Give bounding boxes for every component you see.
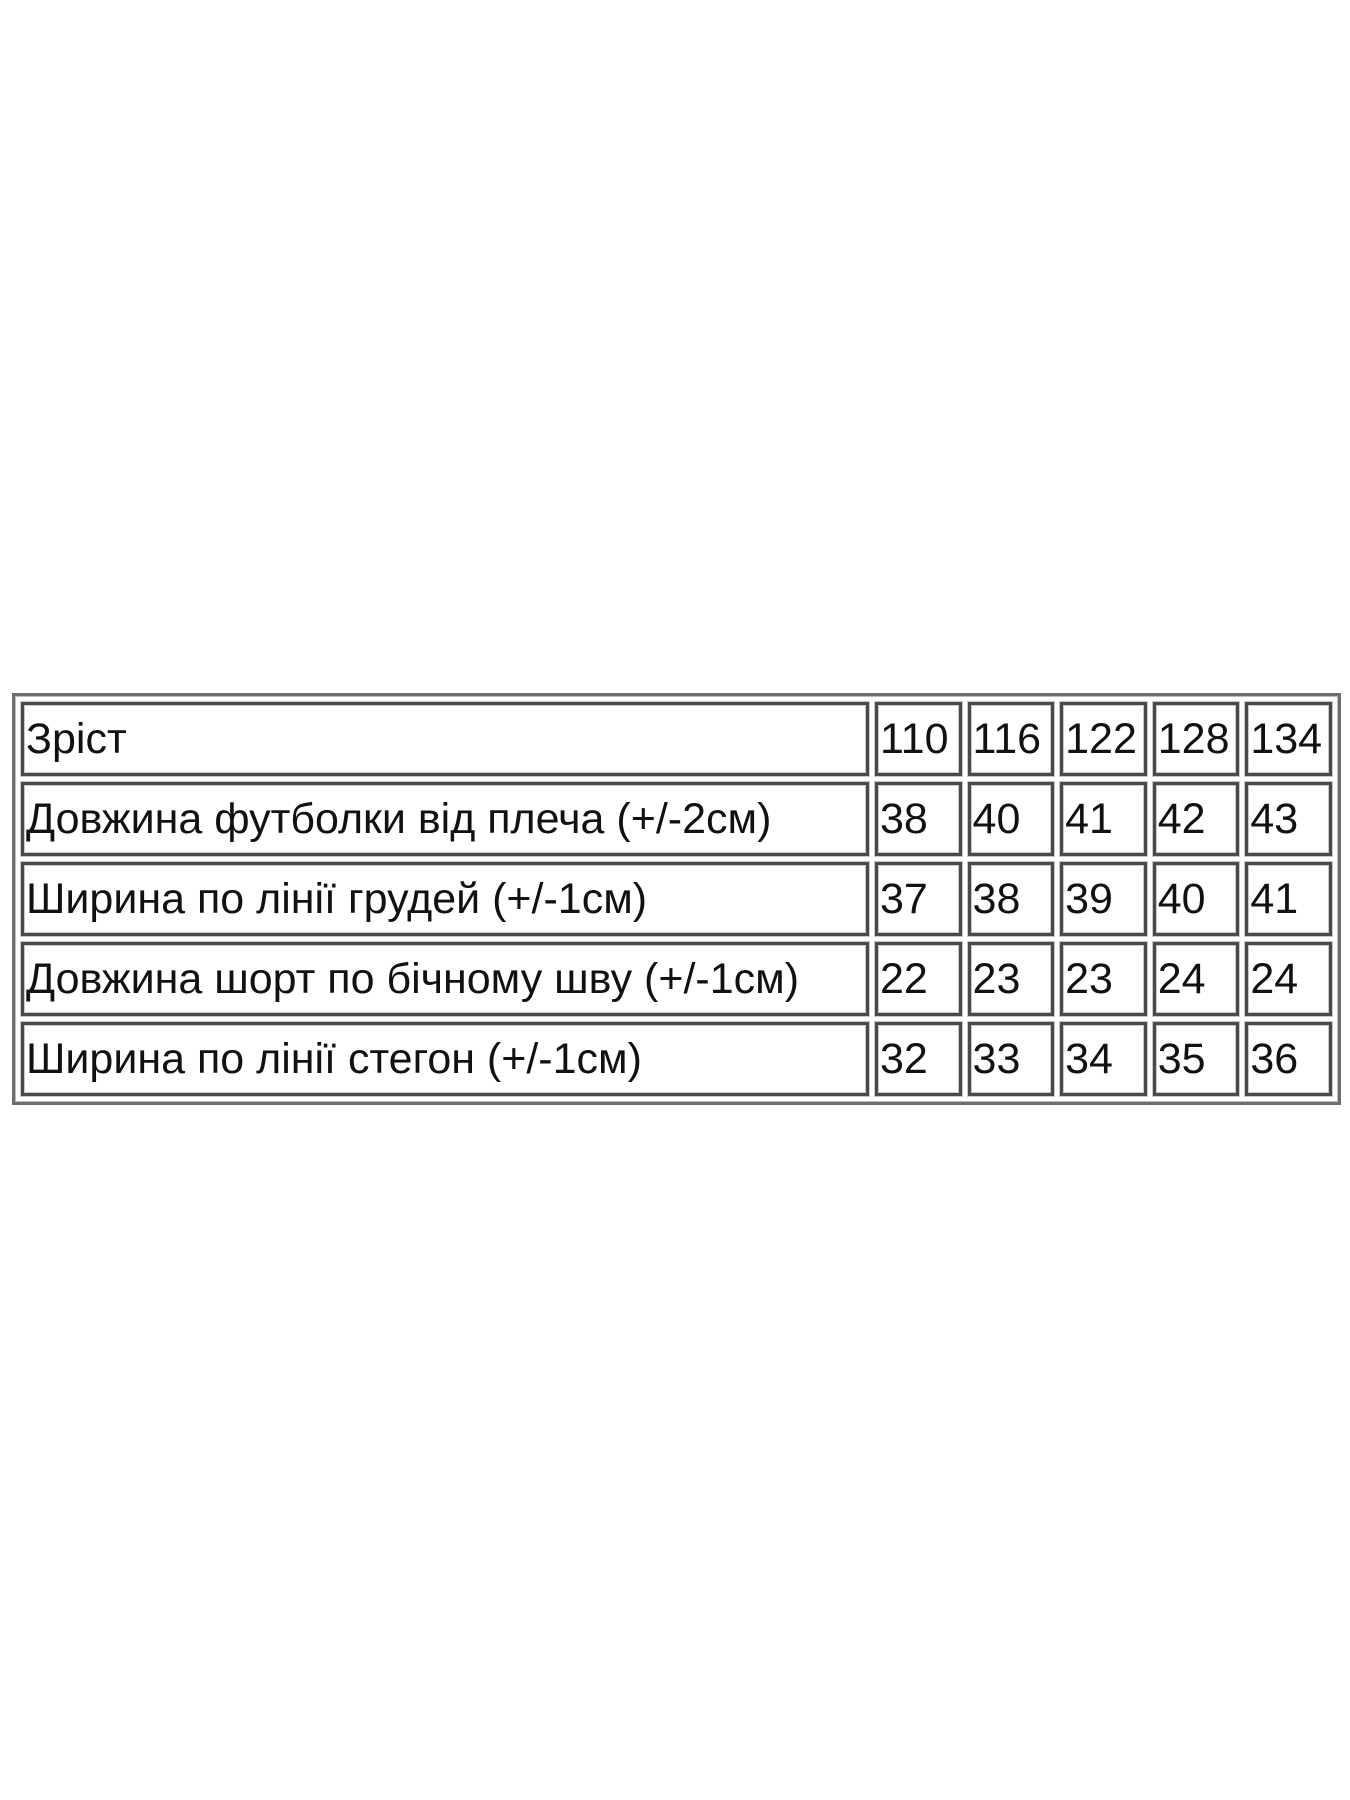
value-cell: 35: [1152, 1022, 1240, 1096]
row-label: Ширина по лінії грудей (+/-1см): [21, 862, 869, 936]
value-cell: 34: [1060, 1022, 1147, 1096]
value-cell: 41: [1245, 862, 1332, 936]
value-cell: 22: [874, 942, 962, 1016]
size-cell: 128: [1152, 702, 1240, 776]
value-cell: 24: [1245, 942, 1332, 1016]
value-cell: 33: [967, 1022, 1055, 1096]
size-cell: 116: [967, 702, 1055, 776]
row-label: Ширина по лінії стегон (+/-1см): [21, 1022, 869, 1096]
row-label: Довжина футболки від плеча (+/-2см): [21, 782, 869, 856]
table-row-height: Зріст 110 116 122 128 134: [21, 702, 1332, 776]
table-row: Довжина футболки від плеча (+/-2см) 38 4…: [21, 782, 1332, 856]
value-cell: 39: [1060, 862, 1147, 936]
value-cell: 40: [967, 782, 1055, 856]
table-row: Ширина по лінії стегон (+/-1см) 32 33 34…: [21, 1022, 1332, 1096]
value-cell: 37: [874, 862, 962, 936]
size-cell: 110: [874, 702, 962, 776]
value-cell: 36: [1245, 1022, 1332, 1096]
row-label: Довжина шорт по бічному шву (+/-1см): [21, 942, 869, 1016]
value-cell: 41: [1060, 782, 1147, 856]
value-cell: 43: [1245, 782, 1332, 856]
size-cell: 134: [1245, 702, 1332, 776]
table-row: Довжина шорт по бічному шву (+/-1см) 22 …: [21, 942, 1332, 1016]
table-row: Ширина по лінії грудей (+/-1см) 37 38 39…: [21, 862, 1332, 936]
value-cell: 23: [1060, 942, 1147, 1016]
value-cell: 38: [967, 862, 1055, 936]
size-cell: 122: [1060, 702, 1147, 776]
value-cell: 40: [1152, 862, 1240, 936]
value-cell: 23: [967, 942, 1055, 1016]
value-cell: 24: [1152, 942, 1240, 1016]
value-cell: 42: [1152, 782, 1240, 856]
size-chart-table: Зріст 110 116 122 128 134 Довжина футбол…: [12, 693, 1341, 1105]
value-cell: 38: [874, 782, 962, 856]
value-cell: 32: [874, 1022, 962, 1096]
row-label: Зріст: [21, 702, 869, 776]
